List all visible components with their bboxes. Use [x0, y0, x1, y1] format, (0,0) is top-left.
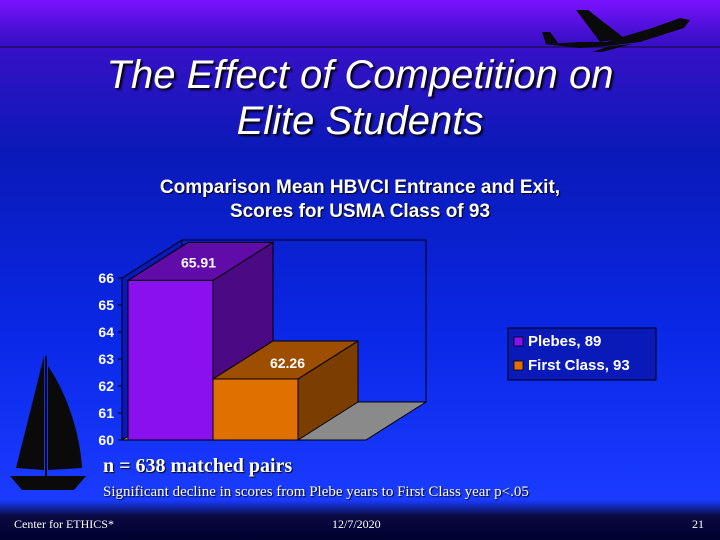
bar-data-label: 62.26 — [270, 355, 305, 371]
sample-size-note: n = 638 matched pairs — [103, 455, 293, 477]
slide-title-line2: Elite Students — [236, 99, 484, 143]
bar — [127, 279, 214, 441]
legend-swatch — [513, 336, 524, 347]
title-rule — [0, 46, 720, 48]
slide-title: The Effect of Competition on Elite Stude… — [40, 52, 680, 144]
y-tick-label: 65 — [98, 297, 114, 313]
footer-page-number: 21 — [692, 517, 704, 531]
chart-title-line2: Scores for USMA Class of 93 — [229, 201, 491, 222]
chart-legend — [507, 327, 657, 381]
y-tick-label: 61 — [98, 405, 114, 421]
footer-organization: Center for ETHICS* — [14, 517, 114, 531]
legend-swatch — [513, 360, 524, 371]
y-tick-label: 66 — [98, 270, 114, 286]
legend-label: Plebes, 89 — [528, 333, 601, 350]
chart-title-line1: Comparison Mean HBVCI Entrance and Exit, — [159, 177, 561, 198]
airplane-icon — [542, 10, 690, 52]
y-tick-label: 62 — [98, 378, 114, 394]
chart-title: Comparison Mean HBVCI Entrance and Exit,… — [80, 176, 640, 224]
y-tick-label: 63 — [98, 351, 114, 367]
bar-data-label: 65.91 — [181, 254, 216, 270]
y-tick-label: 60 — [98, 432, 114, 448]
slide-title-line1: The Effect of Competition on — [106, 53, 614, 97]
y-tick-label: 64 — [98, 324, 114, 340]
legend-label: First Class, 93 — [528, 357, 630, 374]
significance-note: Significant decline in scores from Plebe… — [103, 484, 529, 500]
bar — [212, 378, 299, 441]
sailboat-icon — [10, 356, 86, 490]
footer-date: 12/7/2020 — [332, 517, 381, 531]
